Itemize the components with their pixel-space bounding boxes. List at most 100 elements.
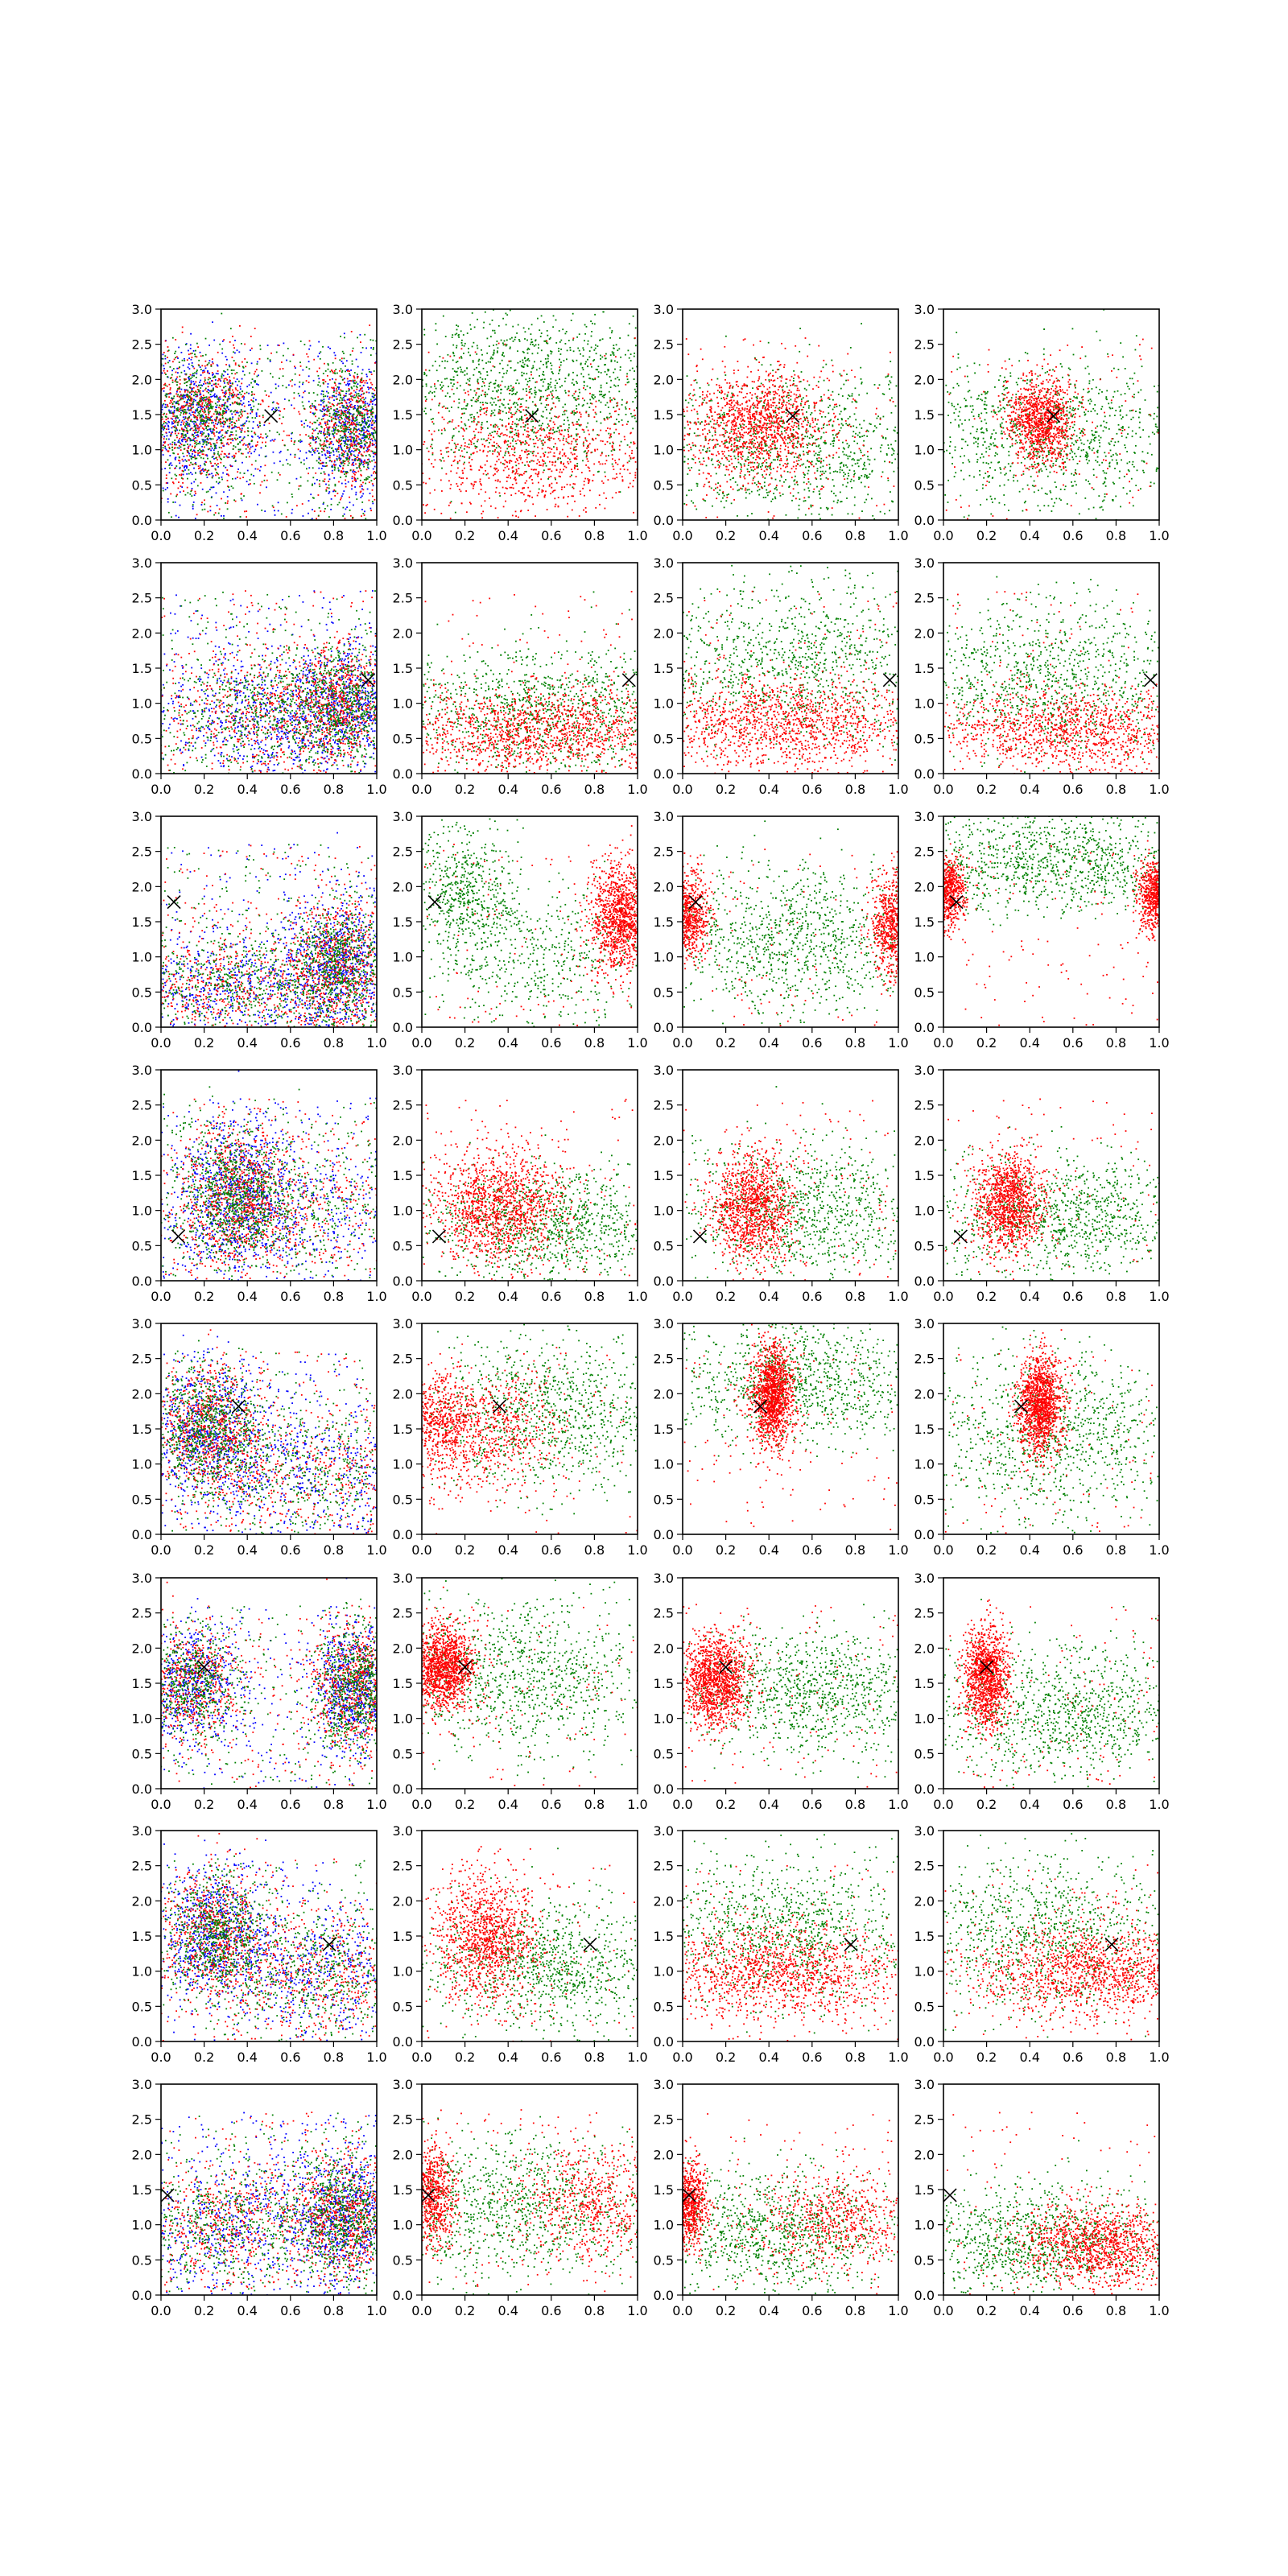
scatter-point <box>350 440 352 442</box>
scatter-point <box>372 451 374 452</box>
scatter-point <box>307 425 308 427</box>
scatter-point <box>495 380 497 382</box>
scatter-point <box>166 393 167 394</box>
scatter-point <box>226 359 228 361</box>
scatter-point <box>500 392 502 394</box>
scatter-point <box>225 422 226 423</box>
scatter-point <box>353 382 355 384</box>
scatter-point <box>185 423 187 425</box>
scatter-point <box>360 474 361 476</box>
scatter-point <box>547 330 548 332</box>
scatter-point <box>539 368 541 369</box>
scatter-point <box>235 389 237 390</box>
scatter-point <box>369 420 371 422</box>
scatter-point <box>333 395 335 397</box>
scatter-point <box>220 409 221 411</box>
scatter-point <box>221 447 222 448</box>
scatter-point <box>180 467 181 469</box>
scatter-point <box>241 383 242 385</box>
scatter-point <box>178 460 180 461</box>
scatter-point <box>448 354 449 356</box>
scatter-point <box>218 437 220 439</box>
scatter-point <box>618 421 620 423</box>
scatter-point <box>301 424 303 426</box>
scatter-point <box>248 404 250 406</box>
scatter-point <box>588 415 590 417</box>
scatter-point <box>200 366 201 368</box>
scatter-point <box>588 414 590 415</box>
scatter-point <box>515 382 517 384</box>
scatter-point <box>224 380 225 382</box>
scatter-point <box>336 456 338 457</box>
scatter-point <box>328 488 330 489</box>
scatter-point <box>330 438 332 440</box>
scatter-point <box>308 467 310 469</box>
scatter-point <box>480 377 481 378</box>
scatter-point <box>306 353 308 355</box>
scatter-point <box>163 421 165 423</box>
scatter-point <box>373 435 374 436</box>
scatter-point <box>261 447 262 448</box>
scatter-point <box>372 444 374 446</box>
scatter-point <box>327 415 328 416</box>
scatter-point <box>316 420 318 422</box>
scatter-point <box>601 357 603 358</box>
scatter-point <box>443 385 444 386</box>
scatter-point <box>612 351 613 353</box>
scatter-point <box>537 318 539 320</box>
scatter-point <box>367 477 369 478</box>
scatter-point <box>350 428 352 430</box>
scatter-point <box>357 448 359 450</box>
scatter-point <box>196 423 197 425</box>
scatter-point <box>211 422 213 423</box>
scatter-point <box>223 370 225 372</box>
scatter-point <box>349 374 351 376</box>
scatter-point <box>315 429 316 431</box>
scatter-point <box>298 448 299 450</box>
scatter-point <box>493 349 495 351</box>
scatter-point <box>510 338 511 340</box>
scatter-point <box>218 432 220 434</box>
scatter-point <box>191 483 192 485</box>
scatter-point <box>232 394 233 395</box>
scatter-point <box>201 403 203 405</box>
scatter-point <box>349 417 350 419</box>
scatter-point <box>228 453 229 455</box>
scatter-point <box>313 392 315 394</box>
scatter-point <box>252 436 254 438</box>
scatter-point <box>254 394 255 395</box>
scatter-point <box>519 361 521 362</box>
scatter-point <box>464 390 465 391</box>
scatter-point <box>489 450 491 452</box>
scatter-point <box>450 484 452 485</box>
scatter-point <box>204 424 206 426</box>
scatter-point <box>175 339 176 341</box>
scatter-point <box>354 394 356 396</box>
scatter-point <box>426 383 427 385</box>
scatter-point <box>453 383 455 385</box>
scatter-point <box>258 469 259 470</box>
scatter-point <box>196 392 198 394</box>
scatter-point <box>233 345 234 346</box>
scatter-point <box>507 444 509 446</box>
scatter-point <box>242 404 243 406</box>
scatter-point <box>559 359 560 361</box>
scatter-point <box>215 409 217 411</box>
scatter-point <box>229 426 230 427</box>
scatter-point <box>613 398 615 399</box>
scatter-point <box>368 406 369 407</box>
scatter-point <box>190 415 192 416</box>
scatter-point <box>568 427 570 429</box>
scatter-point <box>469 355 471 357</box>
scatter-point <box>341 448 342 450</box>
scatter-point <box>600 358 601 360</box>
scatter-point <box>577 348 579 349</box>
scatter-point <box>287 435 288 436</box>
scatter-point <box>324 435 325 436</box>
scatter-point <box>349 398 350 400</box>
scatter-point <box>286 516 287 518</box>
scatter-point <box>339 460 341 461</box>
scatter-point <box>182 327 184 328</box>
scatter-point <box>584 400 585 402</box>
scatter-point <box>238 394 240 395</box>
